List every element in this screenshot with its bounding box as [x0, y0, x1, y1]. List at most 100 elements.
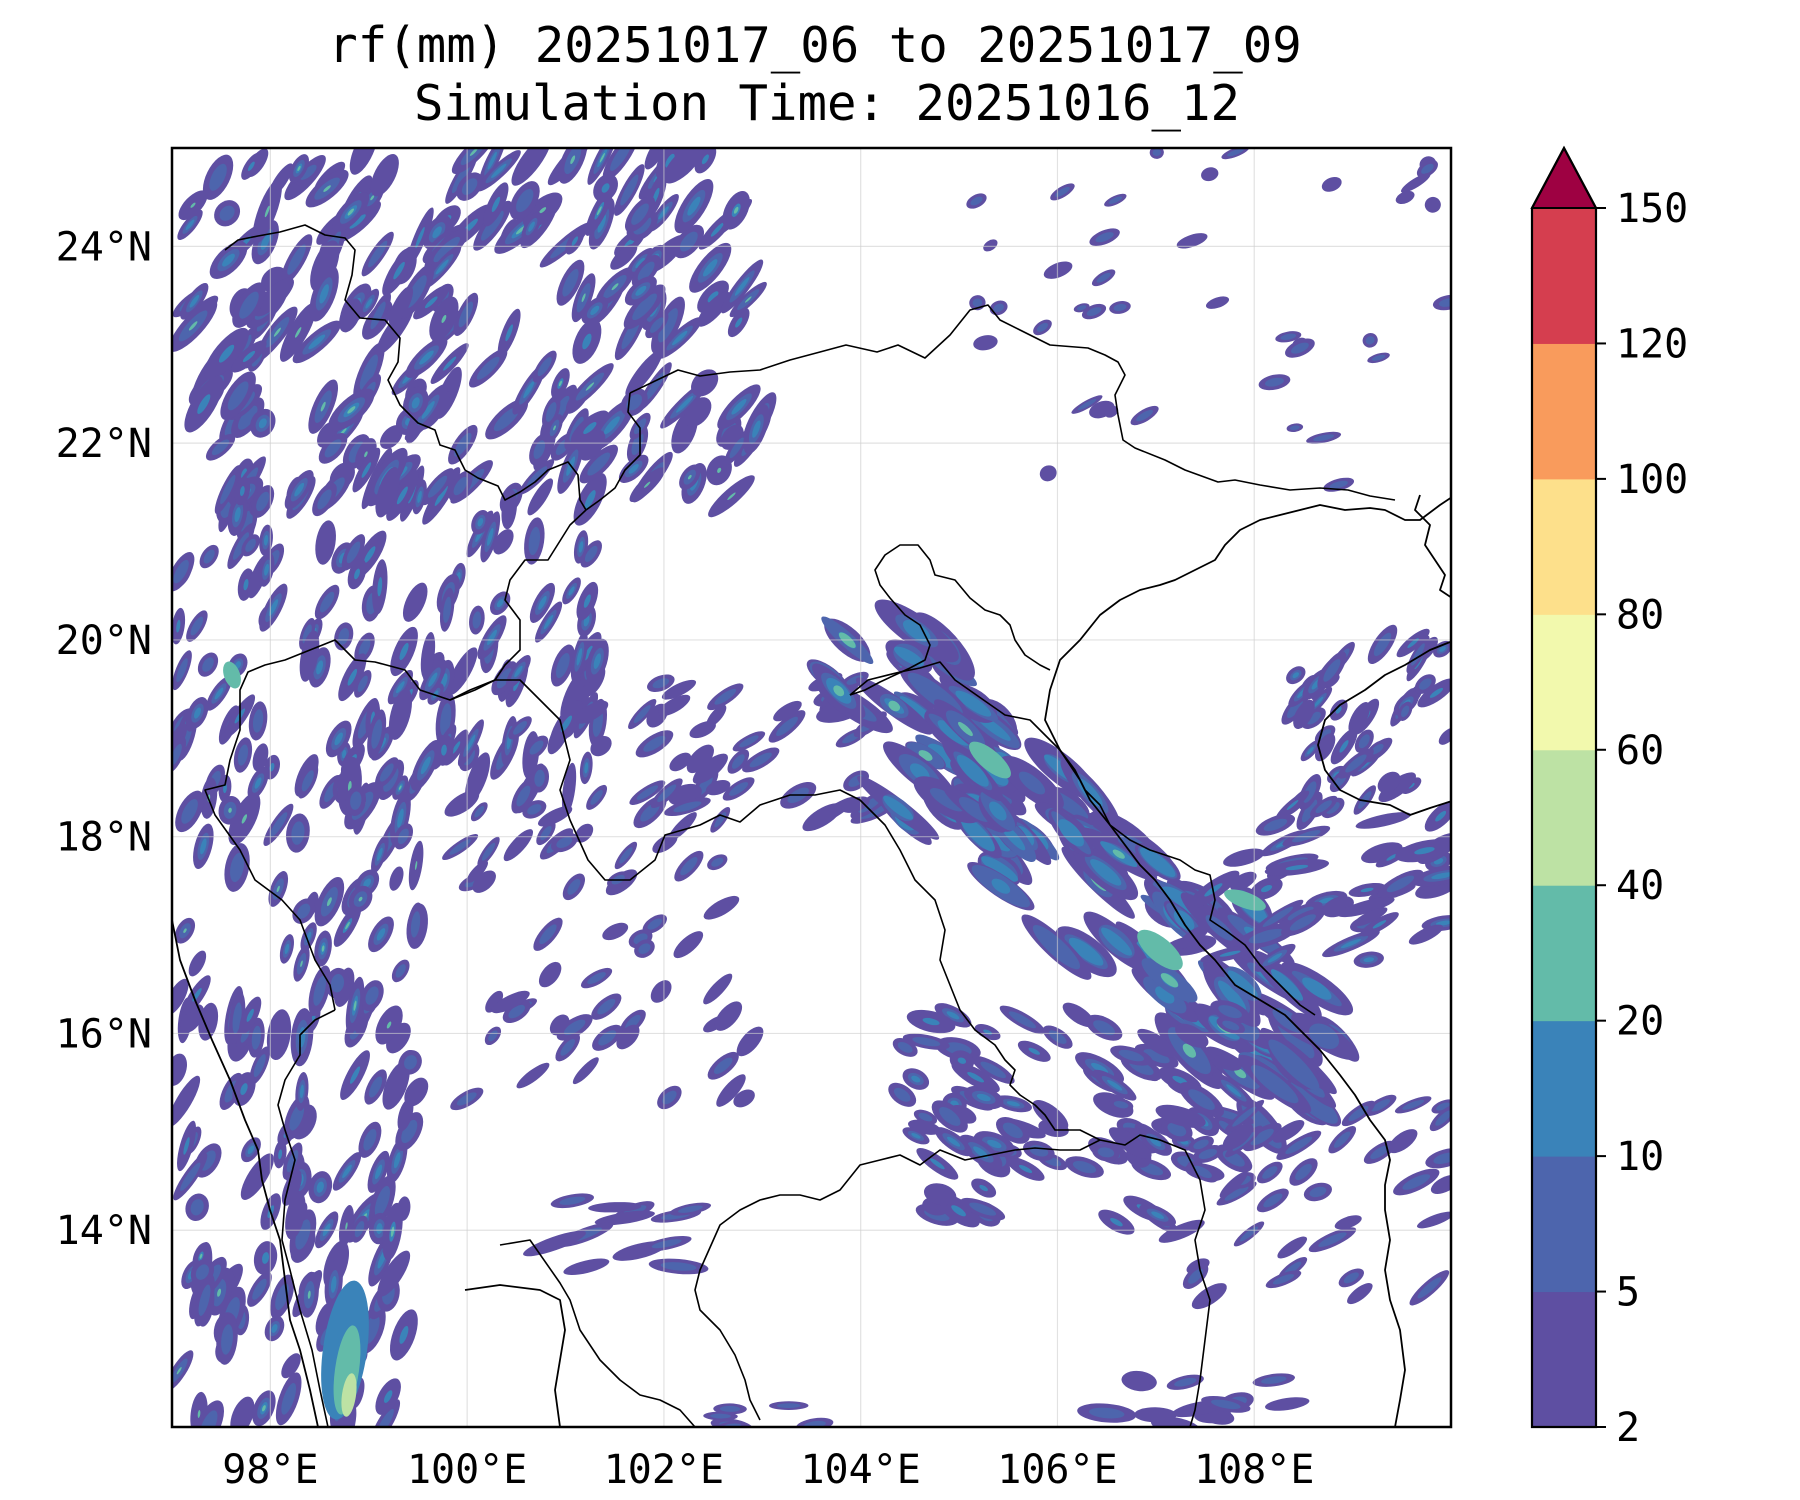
rain-cell: [657, 694, 691, 717]
rain-cell: [365, 298, 373, 309]
rain-cell: [563, 1019, 586, 1036]
rain-cell: [364, 546, 376, 563]
rain-cell: [981, 856, 1018, 882]
rain-cell: [1175, 1023, 1209, 1048]
rain-cell: [491, 163, 507, 179]
rain-cell: [466, 860, 489, 883]
rain-cell: [420, 756, 431, 775]
colorbar-extend-arrow: [1530, 145, 1598, 209]
rain-cell: [733, 1089, 755, 1108]
colorbar-label: 2: [1616, 1405, 1640, 1451]
rain-cell: [347, 208, 355, 216]
rain-cell: [719, 1405, 741, 1412]
rain-cell: [245, 538, 256, 552]
rain-cell: [302, 624, 312, 644]
rain-cell: [1201, 167, 1219, 182]
myanmar-coast: [172, 919, 319, 1427]
rain-cell: [1032, 925, 1081, 970]
rain-cell: [967, 1071, 985, 1083]
rain-cell: [358, 896, 363, 902]
rain-cell: [317, 489, 332, 510]
rain-cell: [383, 1390, 393, 1403]
rain-cell: [202, 657, 214, 672]
rain-cell: [671, 330, 688, 346]
rain-cell: [979, 1184, 988, 1192]
rain-cell: [237, 405, 258, 430]
rain-cell: [1088, 1407, 1125, 1419]
rain-cell: [1174, 1377, 1197, 1387]
rain-cell: [1264, 377, 1284, 387]
rain-cell: [377, 577, 383, 597]
rain-cell: [1039, 465, 1057, 482]
rain-cell: [395, 964, 406, 978]
rain-cell: [647, 918, 663, 930]
rain-cell: [465, 752, 491, 803]
rain-cell: [420, 631, 436, 679]
colorbar-band: [1532, 1156, 1596, 1293]
rain-cell: [560, 1039, 575, 1056]
rain-cell: [247, 1145, 255, 1155]
rain-cell: [1329, 480, 1348, 489]
laos-thailand-border: [449, 679, 1101, 1141]
colorbar-label: 100: [1616, 457, 1688, 503]
rain-cell: [415, 227, 425, 249]
rain-cell: [556, 836, 573, 848]
rain-cell: [1289, 914, 1317, 931]
rain-cell: [1345, 754, 1367, 773]
rain-cell: [673, 801, 702, 813]
rain-cell: [529, 740, 544, 755]
rain-cell: [1292, 672, 1300, 679]
rain-cell: [427, 475, 448, 498]
rain-cell: [1006, 1101, 1020, 1107]
colorbar-label: 80: [1616, 592, 1664, 638]
rain-cell: [1319, 729, 1332, 740]
rain-cell: [802, 803, 843, 832]
rain-cell: [568, 586, 575, 596]
rain-cell: [1386, 875, 1415, 893]
country-borders: [172, 224, 1451, 1427]
rain-cell: [284, 943, 290, 955]
thailand-gulf-coast: [464, 1284, 566, 1427]
rain-cell: [239, 291, 259, 319]
rain-cell: [419, 350, 434, 365]
rain-cell: [658, 308, 678, 343]
rain-cell: [947, 1136, 961, 1147]
rain-cell: [972, 298, 983, 307]
rain-cell: [396, 681, 405, 694]
rain-cell: [588, 1202, 642, 1213]
rain-cell: [399, 642, 409, 661]
rain-cell: [570, 155, 576, 165]
y-tick-label: 14°N: [56, 1208, 152, 1254]
rain-cell: [341, 1373, 357, 1417]
rain-cell: [1438, 298, 1451, 307]
rain-cell: [581, 293, 586, 303]
rain-cell: [596, 206, 602, 216]
rain-cell: [1230, 871, 1257, 891]
rain-cell: [528, 221, 535, 232]
rain-cell: [841, 796, 870, 813]
rain-cell: [528, 526, 541, 556]
colorbar-label: 5: [1616, 1270, 1640, 1316]
rain-cell: [538, 595, 547, 610]
rain-cell: [218, 344, 235, 363]
rain-cell: [644, 148, 668, 170]
rain-cell: [558, 380, 562, 387]
rain-cell: [930, 1158, 945, 1170]
rain-cell: [1421, 163, 1434, 175]
rain-cell: [1002, 1122, 1023, 1139]
rain-cell: [487, 151, 497, 170]
rain-cell: [472, 870, 496, 893]
rain-cell: [190, 616, 204, 636]
rain-cell: [183, 1137, 190, 1155]
rain-cell: [1370, 1145, 1390, 1160]
rain-cell: [299, 164, 317, 180]
rain-cell: [453, 476, 468, 496]
rain-cell: [1293, 699, 1315, 729]
rain-cell: [727, 492, 736, 500]
rain-cell: [1250, 1064, 1299, 1104]
rain-cell: [487, 527, 494, 546]
rain-cell: [703, 973, 733, 1005]
rain-cell: [683, 397, 712, 427]
rain-cell: [729, 782, 749, 796]
rain-cell: [345, 921, 350, 930]
